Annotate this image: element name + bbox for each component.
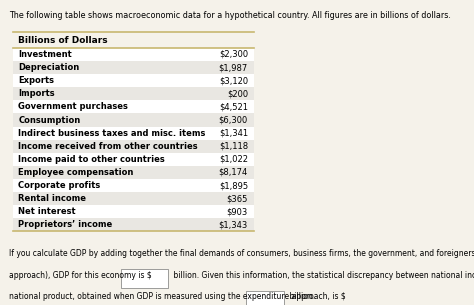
FancyBboxPatch shape (13, 48, 254, 61)
Text: Corporate profits: Corporate profits (18, 181, 101, 190)
Text: $6,300: $6,300 (219, 116, 248, 124)
Text: Investment: Investment (18, 50, 72, 59)
Text: Indirect business taxes and misc. items: Indirect business taxes and misc. items (18, 129, 206, 138)
FancyBboxPatch shape (121, 269, 168, 288)
Text: national product, obtained when GDP is measured using the expenditure approach, : national product, obtained when GDP is m… (9, 292, 346, 302)
Text: Employee compensation: Employee compensation (18, 168, 134, 177)
FancyBboxPatch shape (13, 61, 254, 74)
FancyBboxPatch shape (13, 179, 254, 192)
FancyBboxPatch shape (13, 153, 254, 166)
FancyBboxPatch shape (13, 87, 254, 100)
Text: $1,022: $1,022 (219, 155, 248, 164)
Text: $8,174: $8,174 (219, 168, 248, 177)
Text: $200: $200 (227, 89, 248, 98)
Text: Proprietors’ income: Proprietors’ income (18, 221, 113, 229)
FancyBboxPatch shape (13, 127, 254, 140)
Text: Billions of Dollars: Billions of Dollars (18, 36, 108, 45)
Text: $1,118: $1,118 (219, 142, 248, 151)
Text: $2,300: $2,300 (219, 50, 248, 59)
FancyBboxPatch shape (13, 113, 254, 127)
Text: $1,895: $1,895 (219, 181, 248, 190)
FancyBboxPatch shape (13, 74, 254, 87)
Text: Government purchases: Government purchases (18, 102, 128, 111)
Text: $1,343: $1,343 (219, 221, 248, 229)
FancyBboxPatch shape (13, 140, 254, 153)
FancyBboxPatch shape (13, 218, 254, 231)
Text: $903: $903 (227, 207, 248, 216)
Text: Rental income: Rental income (18, 194, 86, 203)
Text: $1,987: $1,987 (219, 63, 248, 72)
Text: billion. Given this information, the statistical discrepancy between national in: billion. Given this information, the sta… (171, 271, 474, 280)
Text: The following table shows macroeconomic data for a hypothetical country. All fig: The following table shows macroeconomic … (9, 11, 451, 20)
Text: Income paid to other countries: Income paid to other countries (18, 155, 165, 164)
Text: billion.: billion. (287, 292, 315, 302)
Text: Income received from other countries: Income received from other countries (18, 142, 198, 151)
Text: If you calculate GDP by adding together the final demands of consumers, business: If you calculate GDP by adding together … (9, 249, 474, 258)
Text: approach), GDP for this economy is $: approach), GDP for this economy is $ (9, 271, 152, 280)
FancyBboxPatch shape (13, 32, 254, 48)
Text: Imports: Imports (18, 89, 55, 98)
FancyBboxPatch shape (246, 291, 284, 305)
Text: $3,120: $3,120 (219, 76, 248, 85)
FancyBboxPatch shape (13, 100, 254, 113)
Text: $365: $365 (227, 194, 248, 203)
Text: Exports: Exports (18, 76, 55, 85)
Text: Depreciation: Depreciation (18, 63, 80, 72)
FancyBboxPatch shape (13, 166, 254, 179)
Text: Consumption: Consumption (18, 116, 81, 124)
Text: $4,521: $4,521 (219, 102, 248, 111)
FancyBboxPatch shape (13, 205, 254, 218)
Text: $1,341: $1,341 (219, 129, 248, 138)
Text: Net interest: Net interest (18, 207, 76, 216)
FancyBboxPatch shape (13, 192, 254, 205)
